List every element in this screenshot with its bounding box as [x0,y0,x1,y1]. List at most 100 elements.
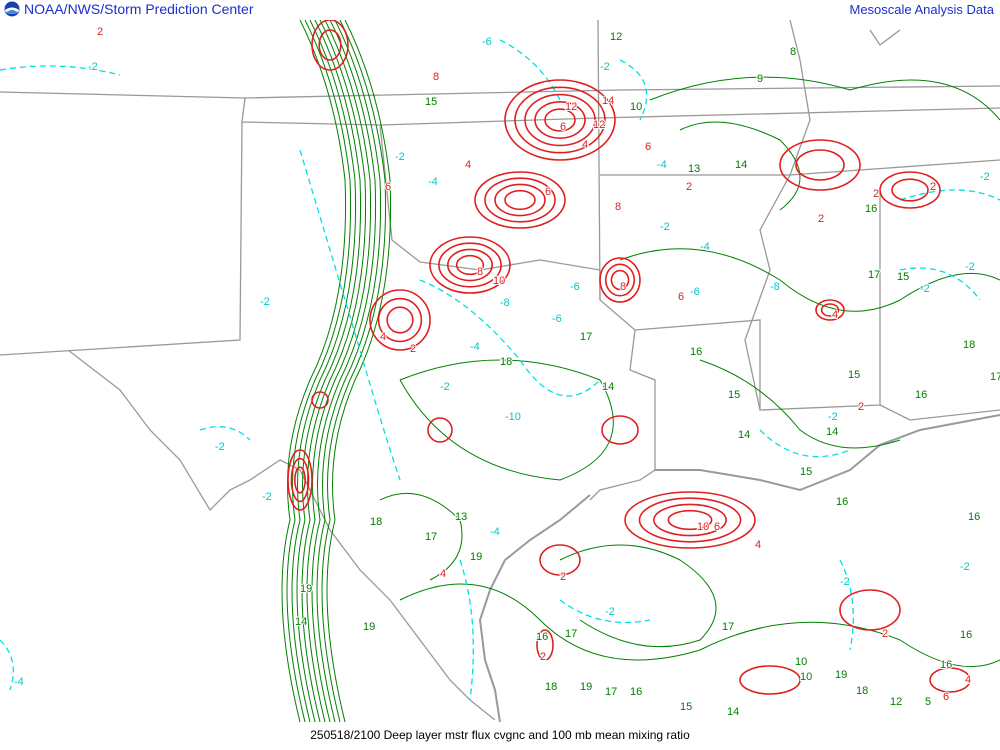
convergence-contour [599,257,641,303]
convergence-contour [624,491,756,549]
convergence-label: 2 [97,26,103,38]
mixing-ratio-label: 17 [580,331,592,343]
divergence-label: -2 [395,151,405,163]
divergence-label: -2 [960,561,970,573]
divergence-label: -2 [440,381,450,393]
convergence-label: 6 [714,521,720,533]
divergence-contour [839,559,854,651]
divergence-label: -4 [700,241,710,253]
mixing-ratio-contour [379,492,463,581]
divergence-contour [199,426,251,441]
mixing-ratio-contour [321,20,387,722]
mixing-ratio-contour [559,544,717,648]
mixing-ratio-label: 17 [425,531,437,543]
mixing-ratio-contour [399,583,1000,668]
divergence-label: -6 [552,313,562,325]
convergence-label: 2 [873,188,879,200]
mixing-ratio-label: 8 [790,46,796,58]
convergence-label: 6 [645,141,651,153]
convergence-label: 4 [965,674,971,686]
state-border [0,121,243,356]
convergence-label: 8 [477,266,483,278]
mixing-ratio-contours [281,20,1000,722]
divergence-contour [899,267,981,301]
divergence-label: -2 [600,61,610,73]
convergence-contour [514,86,606,154]
convergence-contour [484,177,556,223]
divergence-label: -2 [88,61,98,73]
mixing-ratio-label: 17 [722,621,734,633]
mixing-ratio-label: 13 [455,511,467,523]
convergence-contour [494,183,546,217]
mixing-ratio-label: 17 [605,686,617,698]
convergence-contour [446,248,494,282]
convergence-label: 2 [858,401,864,413]
convergence-contour [879,171,941,209]
mixing-ratio-label: 15 [897,271,909,283]
mixing-ratio-contour [399,359,614,481]
divergence-contour [559,599,651,624]
mixing-ratio-label: 12 [890,696,902,708]
mixing-ratio-label: 18 [370,516,382,528]
divergence-label: -6 [482,36,492,48]
mixing-ratio-label: 19 [580,681,592,693]
divergence-label: -2 [215,441,225,453]
convergence-contour [311,391,329,409]
state-border [789,20,811,176]
mixing-ratio-label: 5 [925,696,931,708]
divergence-contour [619,59,648,121]
divergence-contour [419,279,601,397]
mixing-ratio-label: 9 [757,73,763,85]
convergence-label: 4 [755,539,761,551]
convergence-contour [839,589,901,631]
convergence-label: 12 [565,101,577,113]
header-title: NOAA/NWS/Storm Prediction Center [24,1,254,17]
mixing-ratio-contour [286,20,352,722]
mixing-ratio-label: 16 [630,686,642,698]
convergence-contour [638,497,742,543]
mixing-ratio-label: 19 [300,583,312,595]
convergence-contour [739,665,801,695]
mixing-ratio-label: 16 [836,496,848,508]
divergence-label: -6 [570,281,580,293]
mixing-ratio-contour [281,20,347,722]
mixing-ratio-label: 18 [500,356,512,368]
divergence-label: -2 [965,261,975,273]
divergence-label: -4 [470,341,480,353]
state-border [879,404,1000,421]
divergence-label: -2 [828,411,838,423]
convergence-label: 6 [560,121,566,133]
convergence-label: 4 [582,139,588,151]
divergence-label: -8 [770,281,780,293]
divergence-contour [299,149,401,481]
mixing-ratio-label: 16 [690,346,702,358]
convergence-contour [929,667,971,693]
mixing-ratio-contour [699,359,901,449]
map-caption: 250518/2100 Deep layer mstr flux cvgnc a… [310,728,690,742]
convergence-contour [539,544,581,576]
mixing-ratio-contour [296,20,362,722]
mixing-ratio-label: 14 [826,426,838,438]
convergence-contour [667,509,713,531]
contour-labels: 12 8 9 10 15 13 14 16 17 15 16 14 15 14 13 15 16 17 18 19 17… [13,25,1000,719]
convergence-contour [524,93,596,147]
mixing-ratio-label: 16 [968,511,980,523]
divergence-label: -2 [660,221,670,233]
mixing-ratio-label: 19 [363,621,375,633]
mixing-ratio-contour [311,20,377,722]
convergence-contour [534,101,586,139]
convergence-label: 10 [697,521,709,533]
convergence-label: 6 [943,691,949,703]
mixing-ratio-label: 16 [960,629,972,641]
convergence-label: 8 [620,281,626,293]
header-right-title[interactable]: Mesoscale Analysis Data [849,2,994,17]
convergence-contour [427,417,453,443]
divergence-contour [0,639,14,691]
mixing-ratio-label: 17 [565,628,577,640]
noaa-logo-icon [4,1,20,17]
mixing-ratio-contour [326,20,392,722]
mixing-ratio-label: 10 [800,671,812,683]
divergence-label: -2 [260,296,270,308]
convergence-contour [287,449,313,511]
convergence-contours [287,20,971,695]
